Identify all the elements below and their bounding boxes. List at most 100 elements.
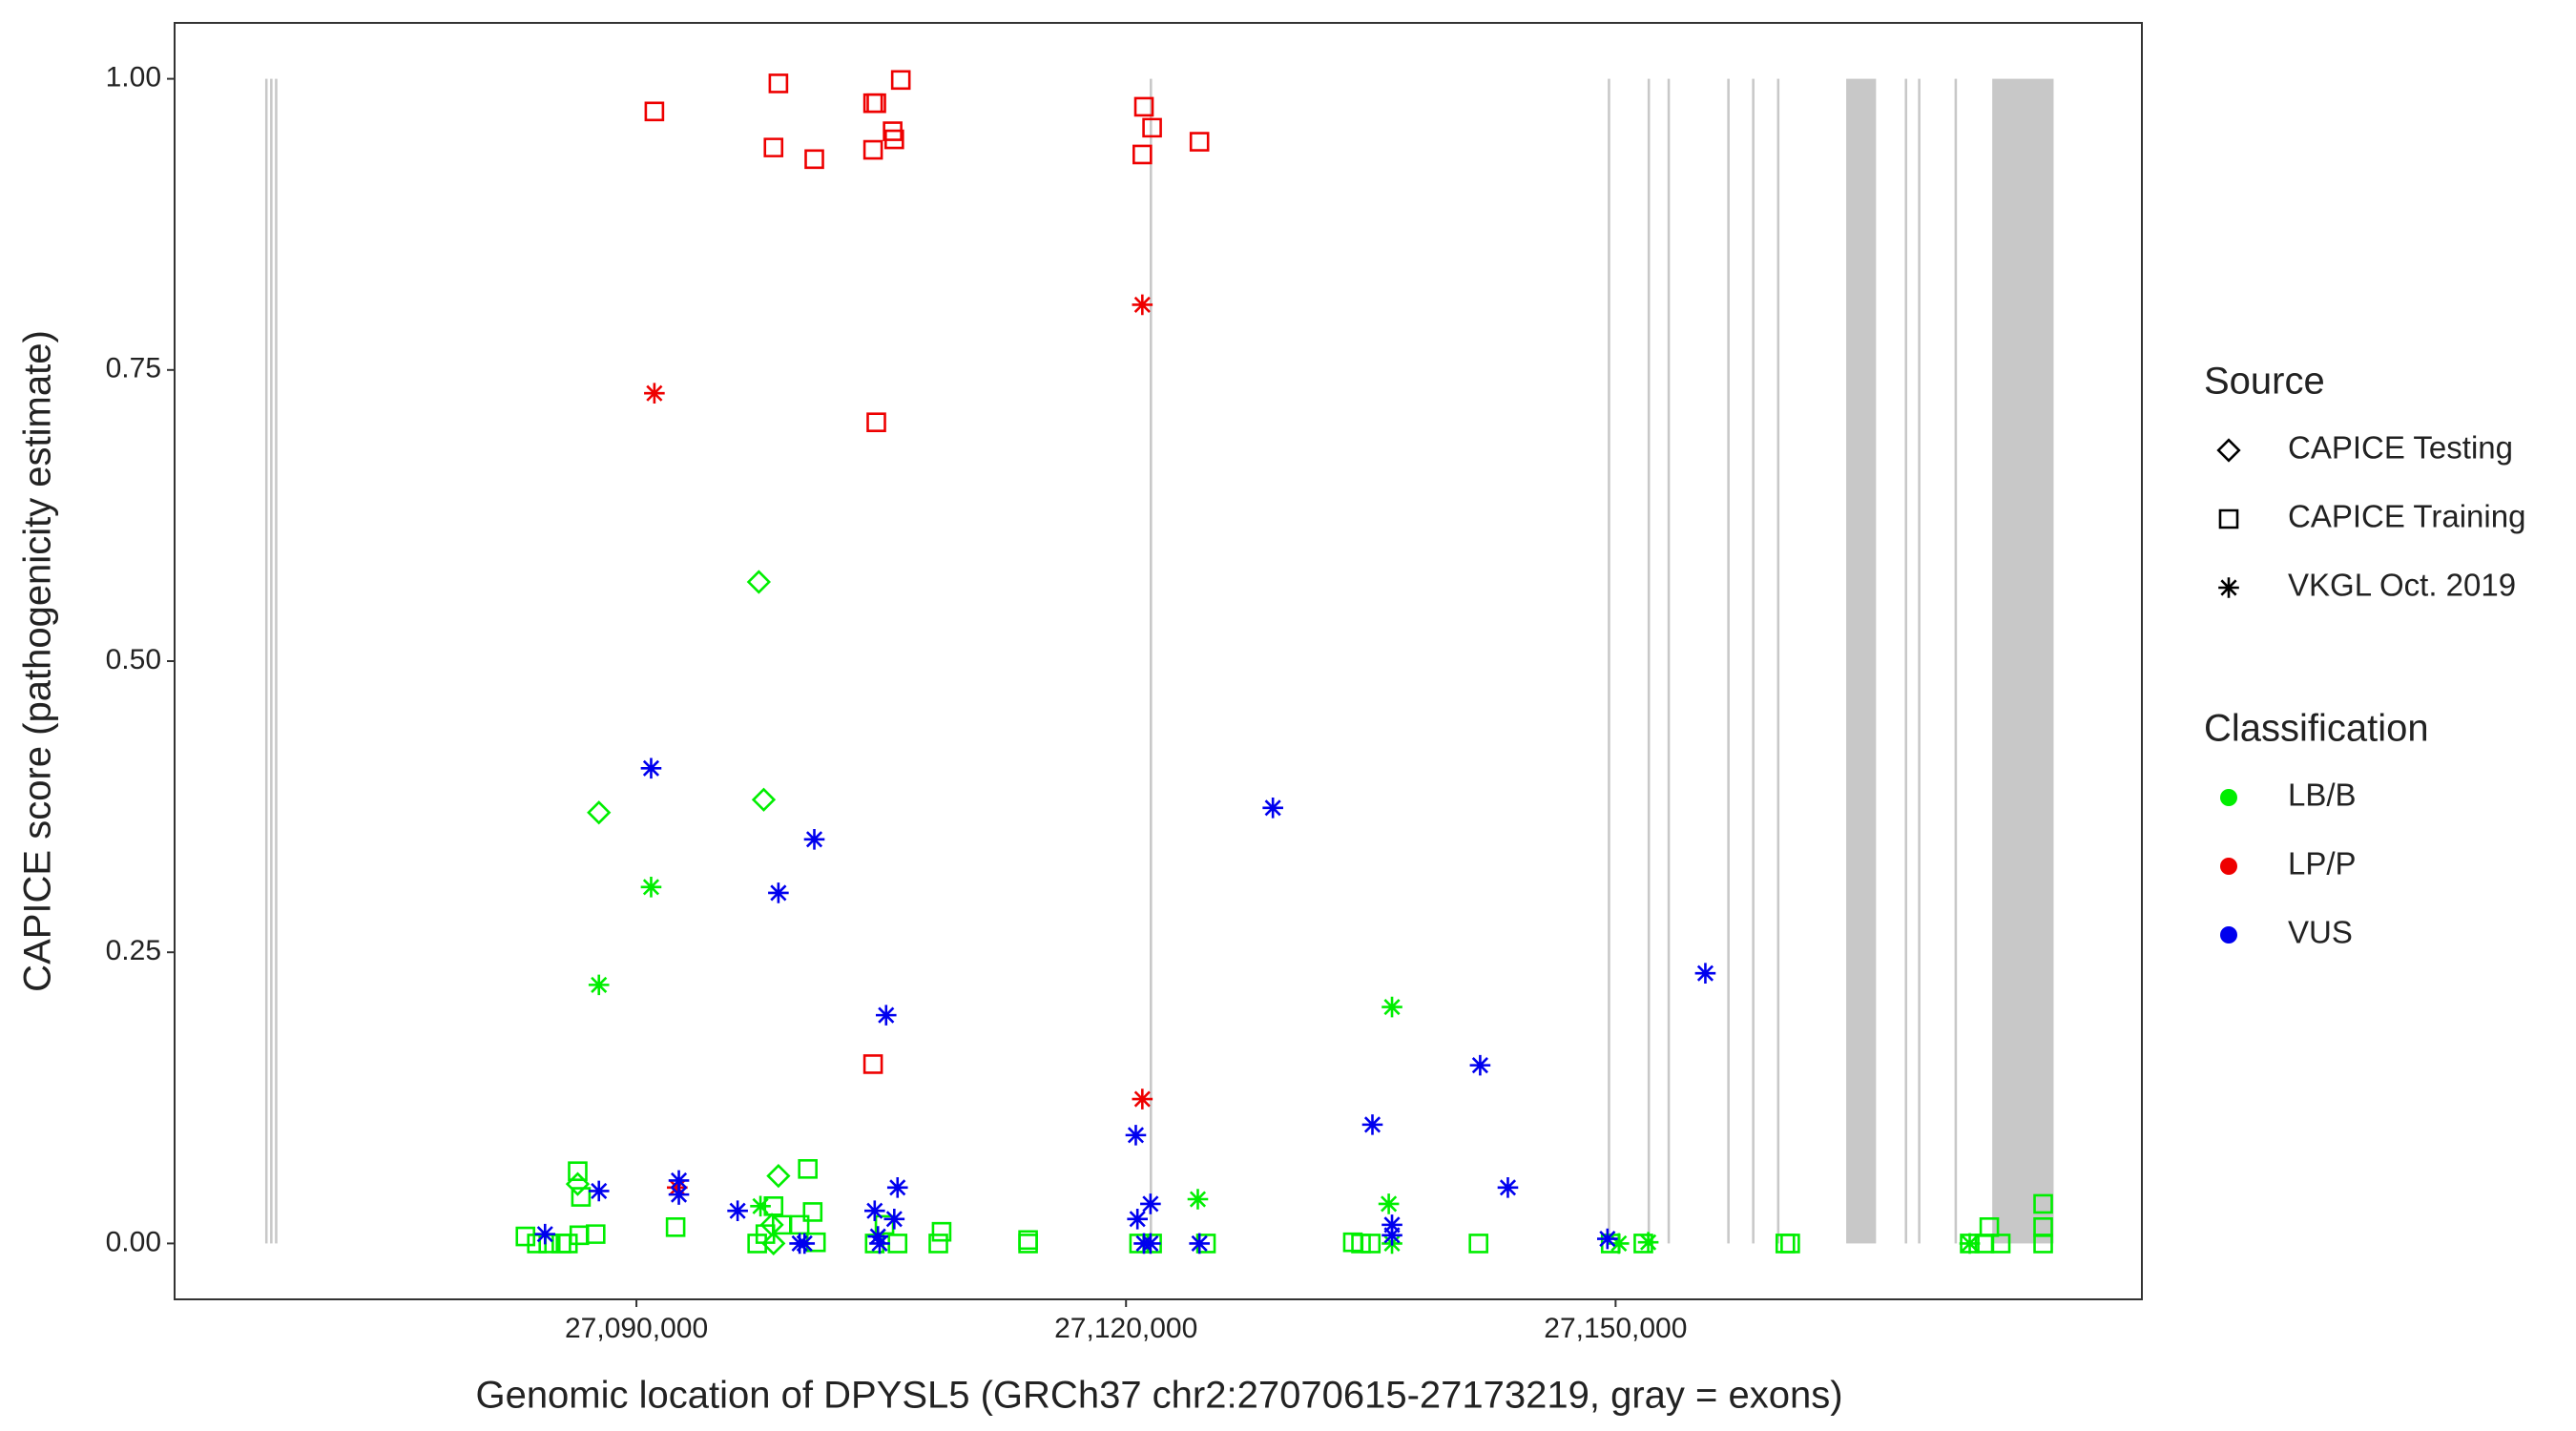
legend-key — [2220, 926, 2237, 944]
data-point — [862, 1054, 883, 1074]
legend-key — [2218, 577, 2239, 598]
data-point — [1381, 1225, 1402, 1246]
data-point — [886, 1177, 908, 1198]
data-point — [763, 137, 784, 157]
data-point — [586, 1224, 606, 1244]
data-point — [727, 1200, 748, 1222]
exon-band — [1608, 78, 1610, 1244]
exon-band — [1150, 78, 1153, 1244]
exon-band — [1992, 78, 2054, 1244]
exon-band — [1647, 78, 1651, 1244]
exon-band — [1918, 78, 1921, 1244]
x-tick-label: 27,150,000 — [1544, 1313, 1687, 1344]
data-point — [1780, 1234, 1800, 1254]
data-point — [789, 1214, 810, 1235]
data-point — [1132, 144, 1153, 165]
data-point — [768, 73, 789, 93]
exon-band — [1727, 78, 1730, 1244]
data-point — [874, 1214, 895, 1235]
data-point — [1468, 1234, 1488, 1254]
data-point — [887, 1234, 908, 1254]
data-point — [883, 1208, 905, 1230]
data-point — [766, 1163, 791, 1189]
legend-title: Source — [2204, 361, 2325, 403]
data-point — [864, 1200, 885, 1222]
x-tick-label: 27,120,000 — [1054, 1313, 1197, 1344]
data-point — [588, 1180, 610, 1202]
legend-key — [2220, 789, 2237, 806]
data-point — [1361, 1114, 1383, 1135]
legend-label: VKGL Oct. 2019 — [2288, 568, 2516, 603]
data-point — [640, 877, 662, 898]
data-point — [867, 1226, 889, 1247]
data-point — [1959, 1233, 1981, 1255]
exon-band — [1954, 78, 1958, 1244]
data-point — [587, 800, 612, 825]
data-point — [803, 828, 825, 850]
data-point — [1140, 1233, 1161, 1255]
data-point — [884, 129, 904, 150]
data-point — [746, 570, 771, 594]
data-point — [588, 974, 610, 996]
exon-band — [1752, 78, 1755, 1244]
exon-band — [275, 78, 278, 1244]
y-tick-label: 1.00 — [106, 62, 161, 93]
data-point — [644, 383, 665, 404]
data-point — [668, 1184, 690, 1205]
data-point — [515, 1226, 536, 1247]
legend-title: Classification — [2204, 708, 2429, 750]
data-point — [1381, 996, 1402, 1018]
data-point — [755, 1224, 776, 1244]
data-point — [1633, 1234, 1653, 1254]
data-point — [1637, 1232, 1659, 1253]
data-point — [1597, 1228, 1618, 1250]
data-point — [1381, 1214, 1402, 1235]
data-point — [869, 1233, 890, 1255]
data-point — [768, 882, 789, 903]
data-point — [2033, 1234, 2053, 1254]
data-point — [665, 1217, 686, 1237]
data-point — [571, 1187, 592, 1207]
exon-band — [1846, 78, 1877, 1244]
y-axis-label: CAPICE score (pathogenicity estimate) — [17, 330, 59, 992]
exon-band — [1904, 78, 1908, 1244]
data-point — [890, 70, 911, 91]
data-point — [667, 1177, 688, 1198]
y-tick-label: 0.75 — [106, 353, 161, 384]
data-point — [1990, 1234, 2011, 1254]
data-point — [551, 1234, 571, 1254]
plot-border — [174, 22, 2143, 1300]
data-point — [802, 1202, 823, 1222]
y-tick-label: 0.50 — [106, 644, 161, 675]
data-point — [1189, 132, 1210, 152]
data-point — [565, 1172, 591, 1196]
data-point — [751, 787, 777, 812]
exon-band — [270, 78, 273, 1244]
data-point — [1469, 1054, 1491, 1076]
data-point — [1608, 1233, 1630, 1255]
data-point — [668, 1170, 690, 1192]
legend-label: CAPICE Testing — [2288, 430, 2513, 466]
data-point — [2033, 1193, 2053, 1214]
data-point — [1140, 1193, 1161, 1214]
data-point — [883, 121, 903, 141]
data-point — [1378, 1193, 1400, 1214]
legend-key — [2218, 508, 2239, 529]
data-point — [1132, 1089, 1153, 1110]
legend-key — [2216, 438, 2241, 463]
data-point — [534, 1223, 556, 1245]
data-point — [1125, 1125, 1147, 1146]
data-point — [1127, 1208, 1148, 1230]
data-point — [804, 149, 824, 170]
data-point — [1497, 1177, 1519, 1198]
legend-label: CAPICE Training — [2288, 499, 2525, 534]
data-point — [862, 139, 883, 160]
data-point — [866, 412, 886, 433]
data-point — [789, 1233, 810, 1255]
exon-band — [1776, 78, 1780, 1244]
data-point — [640, 757, 662, 779]
data-point — [798, 1158, 818, 1179]
data-point — [568, 1161, 588, 1182]
